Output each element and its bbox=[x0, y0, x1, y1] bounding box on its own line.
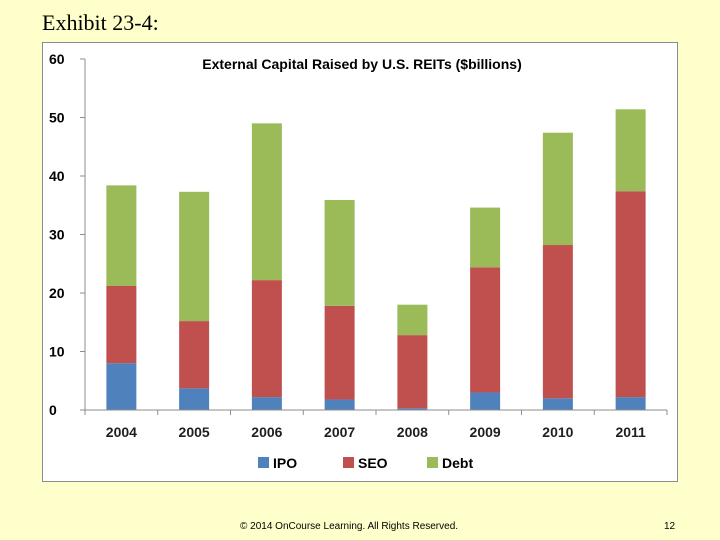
chart-title: External Capital Raised by U.S. REITs ($… bbox=[202, 56, 521, 72]
y-tick-label: 30 bbox=[49, 227, 65, 243]
legend-swatch-ipo bbox=[258, 457, 269, 468]
y-tick-label: 40 bbox=[49, 168, 65, 184]
bar-debt-2006 bbox=[251, 123, 282, 281]
y-axis: 0 10 20 30 40 50 60 bbox=[49, 51, 86, 418]
bar-ipo-2005 bbox=[179, 388, 210, 410]
bar-debt-2007 bbox=[324, 199, 355, 306]
stacked-bar-chart: External Capital Raised by U.S. REITs ($… bbox=[49, 51, 668, 471]
bar-debt-2008 bbox=[397, 304, 428, 336]
slide-title: Exhibit 23-4: bbox=[42, 10, 159, 35]
y-tick-label: 0 bbox=[49, 402, 57, 418]
legend: IPO SEO Debt bbox=[258, 455, 473, 471]
x-tick-label: 2011 bbox=[615, 424, 646, 440]
x-tick-label: 2010 bbox=[542, 424, 573, 440]
bar-seo-2010 bbox=[542, 245, 573, 399]
bar-debt-2011 bbox=[615, 109, 646, 192]
bar-debt-2004 bbox=[106, 185, 137, 286]
bar-seo-2011 bbox=[615, 191, 646, 398]
bar-ipo-2006 bbox=[251, 397, 282, 410]
x-tick-label: 2005 bbox=[179, 424, 210, 440]
chart-frame: External Capital Raised by U.S. REITs ($… bbox=[42, 42, 678, 482]
bar-seo-2007 bbox=[324, 305, 355, 400]
x-tick-label: 2009 bbox=[470, 424, 501, 440]
y-tick-label: 20 bbox=[49, 285, 65, 301]
bar-seo-2009 bbox=[470, 267, 501, 393]
y-tick-label: 50 bbox=[49, 110, 65, 126]
y-tick-label: 60 bbox=[49, 51, 65, 67]
bar-ipo-2008 bbox=[397, 408, 428, 410]
bar-seo-2006 bbox=[251, 280, 282, 398]
bar-ipo-2009 bbox=[470, 392, 501, 410]
x-tick-label: 2006 bbox=[251, 424, 282, 440]
x-tick-label: 2008 bbox=[397, 424, 428, 440]
bar-ipo-2010 bbox=[542, 398, 573, 410]
bars bbox=[106, 109, 646, 410]
copyright-footer: © 2014 OnCourse Learning. All Rights Res… bbox=[240, 521, 459, 532]
legend-label-seo: SEO bbox=[358, 455, 388, 471]
bar-debt-2009 bbox=[470, 207, 501, 268]
bar-debt-2005 bbox=[179, 191, 210, 322]
bar-ipo-2007 bbox=[324, 399, 355, 410]
bar-seo-2004 bbox=[106, 285, 137, 364]
x-axis: 2004 2005 2006 2007 2008 2009 2010 2011 bbox=[84, 409, 668, 440]
legend-label-debt: Debt bbox=[442, 455, 473, 471]
x-tick-label: 2007 bbox=[324, 424, 355, 440]
page-number: 12 bbox=[664, 521, 676, 532]
bar-seo-2005 bbox=[179, 321, 210, 389]
bar-seo-2008 bbox=[397, 335, 428, 409]
y-tick-label: 10 bbox=[49, 344, 65, 360]
x-tick-label: 2004 bbox=[106, 424, 137, 440]
legend-label-ipo: IPO bbox=[273, 455, 297, 471]
legend-swatch-seo bbox=[343, 457, 354, 468]
bar-debt-2010 bbox=[542, 132, 573, 246]
bar-ipo-2011 bbox=[615, 397, 646, 410]
legend-swatch-debt bbox=[427, 457, 438, 468]
bar-ipo-2004 bbox=[106, 363, 137, 410]
